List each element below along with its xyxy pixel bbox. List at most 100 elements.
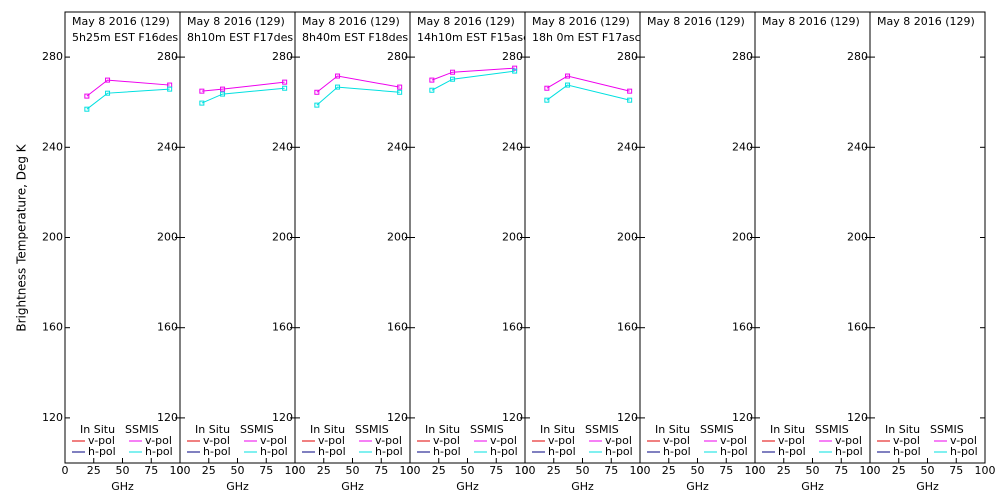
data-point xyxy=(512,68,518,74)
legend-group: SSMIS xyxy=(355,423,389,436)
y-tick-label: 280 xyxy=(732,50,753,63)
x-tick-label: 0 xyxy=(62,464,69,477)
legend-label: h-pol xyxy=(203,445,231,458)
legend-label: v-pol xyxy=(778,434,805,447)
legend-label: v-pol xyxy=(663,434,690,447)
y-tick-label: 120 xyxy=(617,411,638,424)
legend-label: h-pol xyxy=(260,445,288,458)
legend-label: h-pol xyxy=(720,445,748,458)
data-point xyxy=(429,87,435,93)
legend-label: v-pol xyxy=(720,434,747,447)
x-tick-label: 25 xyxy=(317,464,331,477)
y-tick-label: 240 xyxy=(387,140,408,153)
y-tick-label: 120 xyxy=(502,411,523,424)
y-tick-label: 280 xyxy=(502,50,523,63)
panel-title: May 8 2016 (129) xyxy=(877,15,975,28)
panel-header: May 8 2016 (129) xyxy=(877,15,975,28)
panel-header: May 8 2016 (129) 18h 0m EST F17asc xyxy=(532,15,640,44)
x-tick-label: 100 xyxy=(630,464,651,477)
panel: May 8 2016 (129) 18h 0m EST F17asc 120 160 2… xyxy=(502,11,651,493)
x-tick-label: 100 xyxy=(170,464,191,477)
x-tick-label: 100 xyxy=(860,464,881,477)
legend-label: v-pol xyxy=(433,434,460,447)
x-tick-label: 75 xyxy=(719,464,733,477)
y-tick-label: 200 xyxy=(502,231,523,244)
legend-group: SSMIS xyxy=(125,423,159,436)
y-tick-label: 200 xyxy=(387,231,408,244)
y-tick-label: 280 xyxy=(387,50,408,63)
legend-label: h-pol xyxy=(778,445,806,458)
data-point xyxy=(450,76,456,82)
legend-group: SSMIS xyxy=(815,423,849,436)
x-axis-label: GHz xyxy=(801,480,824,493)
legend-group: SSMIS xyxy=(930,423,964,436)
series-line xyxy=(546,75,630,92)
legend-group: In Situ xyxy=(655,423,690,436)
x-axis-label: GHz xyxy=(916,480,939,493)
data-point xyxy=(335,84,341,90)
data-point xyxy=(167,86,173,92)
panel-subtitle: 14h10m EST F15asc xyxy=(417,31,529,44)
y-tick-label: 280 xyxy=(42,50,63,63)
x-tick-label: 100 xyxy=(975,464,996,477)
data-point xyxy=(84,93,90,99)
y-tick-label: 160 xyxy=(732,321,753,334)
data-point xyxy=(220,91,226,97)
legend-label: v-pol xyxy=(605,434,632,447)
y-tick-label: 120 xyxy=(272,411,293,424)
data-point xyxy=(282,79,288,85)
legend-label: h-pol xyxy=(88,445,116,458)
legend-group: In Situ xyxy=(540,423,575,436)
x-tick-label: 75 xyxy=(834,464,848,477)
series-line xyxy=(546,84,630,101)
x-tick-label: 0 xyxy=(407,464,414,477)
panel: May 8 2016 (129) 120 160 200 240 280 0 25 50 75 10… xyxy=(617,11,766,493)
legend-label: h-pol xyxy=(605,445,633,458)
y-tick-label: 160 xyxy=(42,321,63,334)
x-axis-label: GHz xyxy=(111,480,134,493)
legend-label: v-pol xyxy=(490,434,517,447)
x-tick-label: 25 xyxy=(662,464,676,477)
series-line xyxy=(86,79,170,97)
panel-header: May 8 2016 (129) xyxy=(647,15,745,28)
legend-label: h-pol xyxy=(433,445,461,458)
panel-title: May 8 2016 (129) xyxy=(187,15,285,28)
y-tick-label: 160 xyxy=(847,321,868,334)
panel-title: May 8 2016 (129) xyxy=(647,15,745,28)
series-line xyxy=(201,81,285,92)
y-axis-label: Brightness Temperature, Deg K xyxy=(15,143,29,331)
legend-group: In Situ xyxy=(425,423,460,436)
legend-label: v-pol xyxy=(950,434,977,447)
data-point xyxy=(544,97,550,103)
y-tick-label: 200 xyxy=(42,231,63,244)
panel: May 8 2016 (129) 120 160 200 240 280 0 25 50 75 10… xyxy=(847,11,996,493)
y-tick-label: 280 xyxy=(617,50,638,63)
panel-subtitle: 8h40m EST F18des xyxy=(302,31,408,44)
x-tick-label: 75 xyxy=(604,464,618,477)
legend-label: h-pol xyxy=(548,445,576,458)
x-tick-label: 100 xyxy=(285,464,306,477)
panel-header: May 8 2016 (129) xyxy=(762,15,860,28)
legend-group: SSMIS xyxy=(585,423,619,436)
panel: May 8 2016 (129) 8h40m EST F18des 120 160 20… xyxy=(272,11,421,493)
x-tick-label: 100 xyxy=(515,464,536,477)
y-tick-label: 240 xyxy=(272,140,293,153)
x-tick-label: 50 xyxy=(921,464,935,477)
y-tick-label: 240 xyxy=(617,140,638,153)
y-tick-label: 160 xyxy=(387,321,408,334)
series-line xyxy=(431,70,515,91)
panel: May 8 2016 (129) 5h25m EST F16des 120 160 20… xyxy=(42,11,191,493)
panel-header: May 8 2016 (129) 8h40m EST F18des xyxy=(302,15,408,44)
legend-label: v-pol xyxy=(893,434,920,447)
legend-group: SSMIS xyxy=(470,423,504,436)
x-tick-label: 0 xyxy=(292,464,299,477)
legend-label: h-pol xyxy=(663,445,691,458)
y-tick-label: 160 xyxy=(502,321,523,334)
data-point xyxy=(512,65,518,71)
panel-header: May 8 2016 (129) 14h10m EST F15asc xyxy=(417,15,529,44)
x-tick-label: 0 xyxy=(752,464,759,477)
x-axis-label: GHz xyxy=(456,480,479,493)
x-tick-label: 25 xyxy=(432,464,446,477)
y-tick-label: 240 xyxy=(847,140,868,153)
x-tick-label: 50 xyxy=(346,464,360,477)
